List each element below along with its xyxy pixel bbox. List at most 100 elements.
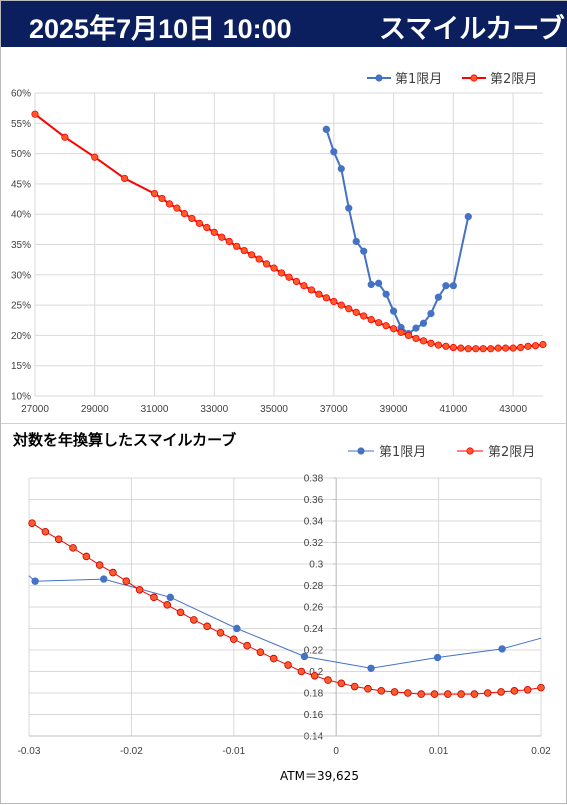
series-2-point xyxy=(523,685,532,694)
series-2-point xyxy=(270,264,278,272)
series-1-point xyxy=(345,204,353,212)
x-tick-label: -0.01 xyxy=(222,746,245,757)
y-tick-label: 0.14 xyxy=(304,732,324,743)
series-1-point xyxy=(427,309,435,318)
y-tick-label: 45% xyxy=(11,179,31,190)
series-2-point xyxy=(510,687,519,695)
series-2-point xyxy=(397,328,405,336)
series-1-point xyxy=(442,282,450,290)
series-2-point xyxy=(483,689,492,697)
series-2-point xyxy=(417,690,425,698)
series-2-point xyxy=(82,552,91,561)
series-2-point xyxy=(516,343,525,352)
series-2-point xyxy=(337,679,346,688)
atm-label: ATM＝39,625 xyxy=(280,769,359,783)
series-2-point xyxy=(457,690,465,698)
series-2-point xyxy=(449,343,457,352)
x-tick-label: 31000 xyxy=(141,404,169,415)
series-2-point xyxy=(307,286,316,294)
series-2-point xyxy=(352,308,360,316)
x-tick-label: 37000 xyxy=(320,404,348,415)
y-tick-label: 55% xyxy=(11,119,31,130)
series-1-point xyxy=(375,279,383,287)
series-2-point xyxy=(243,641,251,650)
series-1-point xyxy=(382,290,390,298)
series-1-point xyxy=(433,653,442,662)
series-2-point xyxy=(173,204,181,212)
series-1-point xyxy=(449,282,457,290)
series-2-point xyxy=(31,110,39,118)
series-line-1 xyxy=(28,575,542,669)
series-1-point xyxy=(352,237,360,246)
series-2-point xyxy=(364,684,372,693)
series-2-point xyxy=(41,527,50,536)
x-tick-label: 0.02 xyxy=(531,746,551,757)
series-2-point xyxy=(382,322,390,330)
series-2-point xyxy=(419,337,428,345)
chart2-title: 対数を年換算したスマイルカーブ xyxy=(13,431,237,449)
header-date: 2025年7月10日 10:00 xyxy=(29,14,292,44)
series-2-point xyxy=(430,690,439,698)
series-2-point xyxy=(444,690,452,698)
section-divider xyxy=(1,423,567,424)
series-2-point xyxy=(91,153,99,161)
series-2-point xyxy=(284,661,292,669)
series-1-point xyxy=(233,624,241,633)
series-2-point xyxy=(165,200,174,208)
y-tick-label: 10% xyxy=(11,392,31,403)
series-1-point xyxy=(330,148,338,156)
legend-marker-1 xyxy=(375,74,383,82)
series-2-point xyxy=(240,246,248,255)
legend-label-2: 第2限月 xyxy=(488,445,535,460)
y-tick-label: 0.38 xyxy=(304,474,324,485)
series-2-point xyxy=(180,209,189,218)
series-1-point xyxy=(31,577,39,585)
series-2-point xyxy=(509,344,517,352)
series-2-point xyxy=(404,331,413,339)
y-tick-label: 0.22 xyxy=(304,646,324,657)
series-2-point xyxy=(190,616,198,624)
series-2-point xyxy=(300,282,308,290)
y-tick-label: 60% xyxy=(11,89,31,100)
series-1-point xyxy=(464,213,472,221)
series-2-point xyxy=(531,342,540,350)
x-tick-label: -0.03 xyxy=(18,746,41,757)
header-bar: 2025年7月10日 10:00 スマイルカーブ xyxy=(1,1,567,47)
series-1-point xyxy=(434,293,443,301)
series-2-point xyxy=(135,585,144,594)
series-2-point xyxy=(195,219,203,227)
series-2-point xyxy=(404,689,412,697)
x-tick-label: 0.01 xyxy=(429,746,449,757)
x-tick-label: 35000 xyxy=(260,404,288,415)
series-2-point xyxy=(390,688,399,696)
series-2-point xyxy=(427,339,435,347)
series-2-point xyxy=(442,342,450,350)
series-2-point xyxy=(350,682,359,691)
series-2-point xyxy=(389,325,398,333)
series-2-point xyxy=(163,601,172,609)
y-tick-label: 0.28 xyxy=(304,581,324,592)
series-2-point xyxy=(203,223,211,232)
series-2-point xyxy=(494,344,502,352)
series-2-point xyxy=(479,345,487,353)
series-2-point xyxy=(54,535,63,544)
series-2-point xyxy=(225,237,233,246)
series-2-point xyxy=(218,233,226,241)
series-2-point xyxy=(412,334,420,343)
series-2-point xyxy=(502,344,510,352)
series-2-point xyxy=(95,561,104,569)
y-tick-label: 0.26 xyxy=(304,603,324,614)
legend-marker-2 xyxy=(470,74,478,82)
series-1-point xyxy=(367,664,375,672)
series-2-point xyxy=(233,242,241,250)
x-tick-label: -0.02 xyxy=(120,746,143,757)
series-2-point xyxy=(292,277,301,286)
series-1-point xyxy=(337,165,345,173)
series-2-point xyxy=(122,577,131,585)
series-2-point xyxy=(256,648,265,656)
y-tick-label: 0.24 xyxy=(304,624,324,635)
series-1-point xyxy=(389,307,398,315)
legend-label-2: 第2限月 xyxy=(490,72,537,87)
series-2-point xyxy=(457,344,465,352)
series-2-point xyxy=(109,568,117,577)
